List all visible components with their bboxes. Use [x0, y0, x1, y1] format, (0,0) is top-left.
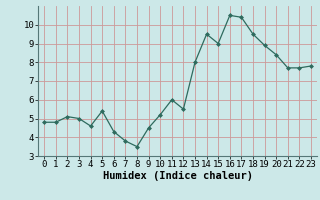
X-axis label: Humidex (Indice chaleur): Humidex (Indice chaleur)	[103, 171, 252, 181]
